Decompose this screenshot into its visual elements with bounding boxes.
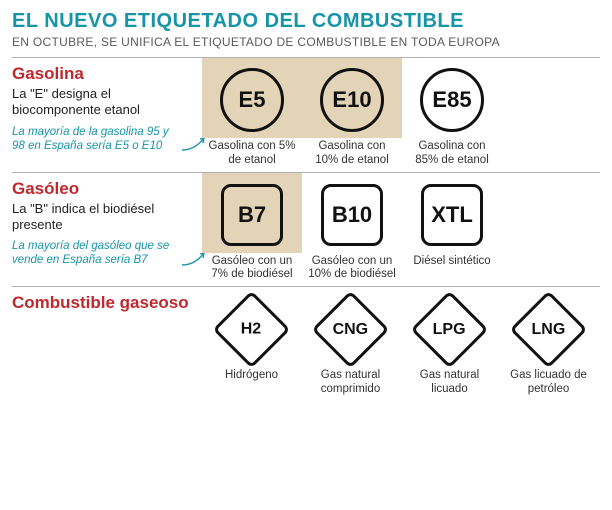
- diamond-shape: H2: [213, 290, 291, 368]
- page-title: EL NUEVO ETIQUETADO DEL COMBUSTIBLE: [12, 10, 600, 33]
- fuel-code: LPG: [433, 320, 466, 338]
- section-right: H2 Hidrógeno CNG Gas natural comprimido …: [202, 293, 600, 397]
- header: EL NUEVO ETIQUETADO DEL COMBUSTIBLE EN O…: [12, 10, 600, 49]
- section-desc: La "E" designa el biocomponente etanol: [12, 86, 192, 119]
- page-subtitle: EN OCTUBRE, SE UNIFICA EL ETIQUETADO DE …: [12, 35, 600, 49]
- fuel-caption: Gas natural licuado: [400, 369, 499, 397]
- fuel-caption: Gasolina con 85% de etanol: [402, 140, 502, 168]
- shape-wrap: H2: [202, 293, 301, 365]
- shape-wrap: LNG: [499, 293, 598, 365]
- square-shape: B10: [321, 184, 383, 246]
- fuel-code: XTL: [431, 202, 473, 228]
- square-shape: XTL: [421, 184, 483, 246]
- section-gasolina: Gasolina La "E" designa el biocomponente…: [12, 57, 600, 168]
- diamond-shape: LNG: [510, 290, 588, 368]
- shape-wrap: E5: [202, 64, 302, 136]
- diamond-shape: CNG: [312, 290, 390, 368]
- fuel-code: H2: [241, 320, 261, 338]
- section-left: Combustible gaseoso: [12, 293, 202, 397]
- fuel-caption: Gas licuado de petróleo: [499, 369, 598, 397]
- section-note: La mayoría del gasóleo que se vende en E…: [12, 239, 192, 268]
- fuel-code: E10: [332, 87, 371, 113]
- shape-wrap: LPG: [400, 293, 499, 365]
- fuel-item: E5 Gasolina con 5% de etanol: [202, 64, 302, 168]
- fuel-caption: Gasóleo con un 10% de biodiésel: [302, 255, 402, 283]
- fuel-code: E85: [432, 87, 471, 113]
- fuel-item: B7 Gasóleo con un 7% de biodiésel: [202, 179, 302, 283]
- circle-shape: E85: [420, 68, 484, 132]
- fuel-item: CNG Gas natural comprimido: [301, 293, 400, 397]
- circle-shape: E5: [220, 68, 284, 132]
- fuel-code: B7: [238, 202, 266, 228]
- fuel-item: LNG Gas licuado de petróleo: [499, 293, 598, 397]
- fuel-caption: Diésel sintético: [402, 255, 502, 269]
- fuel-item: XTL Diésel sintético: [402, 179, 502, 283]
- diamond-shape: LPG: [411, 290, 489, 368]
- fuel-item: E85 Gasolina con 85% de etanol: [402, 64, 502, 168]
- fuel-caption: Gasóleo con un 7% de biodiésel: [202, 255, 302, 283]
- fuel-caption: Gas natural comprimido: [301, 369, 400, 397]
- fuel-caption: Hidrógeno: [202, 369, 301, 383]
- fuel-code: B10: [332, 202, 372, 228]
- fuel-code: E5: [239, 87, 266, 113]
- shape-wrap: E10: [302, 64, 402, 136]
- shape-wrap: CNG: [301, 293, 400, 365]
- shape-wrap: B7: [202, 179, 302, 251]
- fuel-item: E10 Gasolina con 10% de etanol: [302, 64, 402, 168]
- fuel-code: CNG: [333, 320, 369, 338]
- section-desc: La "B" indica el biodiésel presente: [12, 201, 192, 234]
- section-title: Gasolina: [12, 64, 192, 84]
- section-right: E5 Gasolina con 5% de etanol E10 Gasolin…: [202, 64, 600, 168]
- section-title: Combustible gaseoso: [12, 293, 192, 313]
- section-gasoleo: Gasóleo La "B" indica el biodiésel prese…: [12, 172, 600, 283]
- section-note: La mayoría de la gasolina 95 y 98 en Esp…: [12, 125, 192, 154]
- circle-shape: E10: [320, 68, 384, 132]
- fuel-code: LNG: [532, 320, 566, 338]
- section-right: B7 Gasóleo con un 7% de biodiésel B10 Ga…: [202, 179, 600, 283]
- fuel-caption: Gasolina con 5% de etanol: [202, 140, 302, 168]
- section-left: Gasolina La "E" designa el biocomponente…: [12, 64, 202, 168]
- square-shape: B7: [221, 184, 283, 246]
- section-gaseoso: Combustible gaseoso H2 Hidrógeno CNG Gas…: [12, 286, 600, 397]
- fuel-item: LPG Gas natural licuado: [400, 293, 499, 397]
- shape-wrap: E85: [402, 64, 502, 136]
- fuel-item: H2 Hidrógeno: [202, 293, 301, 397]
- section-title: Gasóleo: [12, 179, 192, 199]
- fuel-item: B10 Gasóleo con un 10% de biodiésel: [302, 179, 402, 283]
- shape-wrap: B10: [302, 179, 402, 251]
- fuel-caption: Gasolina con 10% de etanol: [302, 140, 402, 168]
- section-left: Gasóleo La "B" indica el biodiésel prese…: [12, 179, 202, 283]
- shape-wrap: XTL: [402, 179, 502, 251]
